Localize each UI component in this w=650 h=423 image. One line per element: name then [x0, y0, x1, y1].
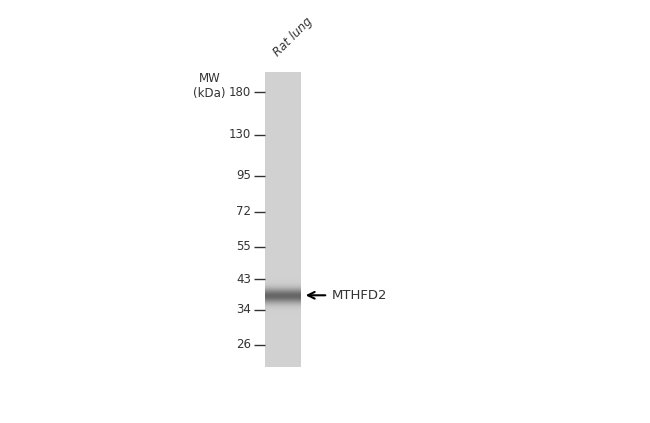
- Text: 72: 72: [236, 205, 251, 218]
- Text: 43: 43: [236, 273, 251, 286]
- Text: 95: 95: [236, 169, 251, 182]
- Text: 130: 130: [229, 128, 251, 141]
- Text: MW
(kDa): MW (kDa): [194, 72, 226, 100]
- Text: 55: 55: [236, 241, 251, 253]
- Text: Rat lung: Rat lung: [271, 15, 315, 59]
- Text: 180: 180: [229, 85, 251, 99]
- Text: 26: 26: [236, 338, 251, 352]
- Text: 34: 34: [236, 303, 251, 316]
- Text: MTHFD2: MTHFD2: [332, 289, 387, 302]
